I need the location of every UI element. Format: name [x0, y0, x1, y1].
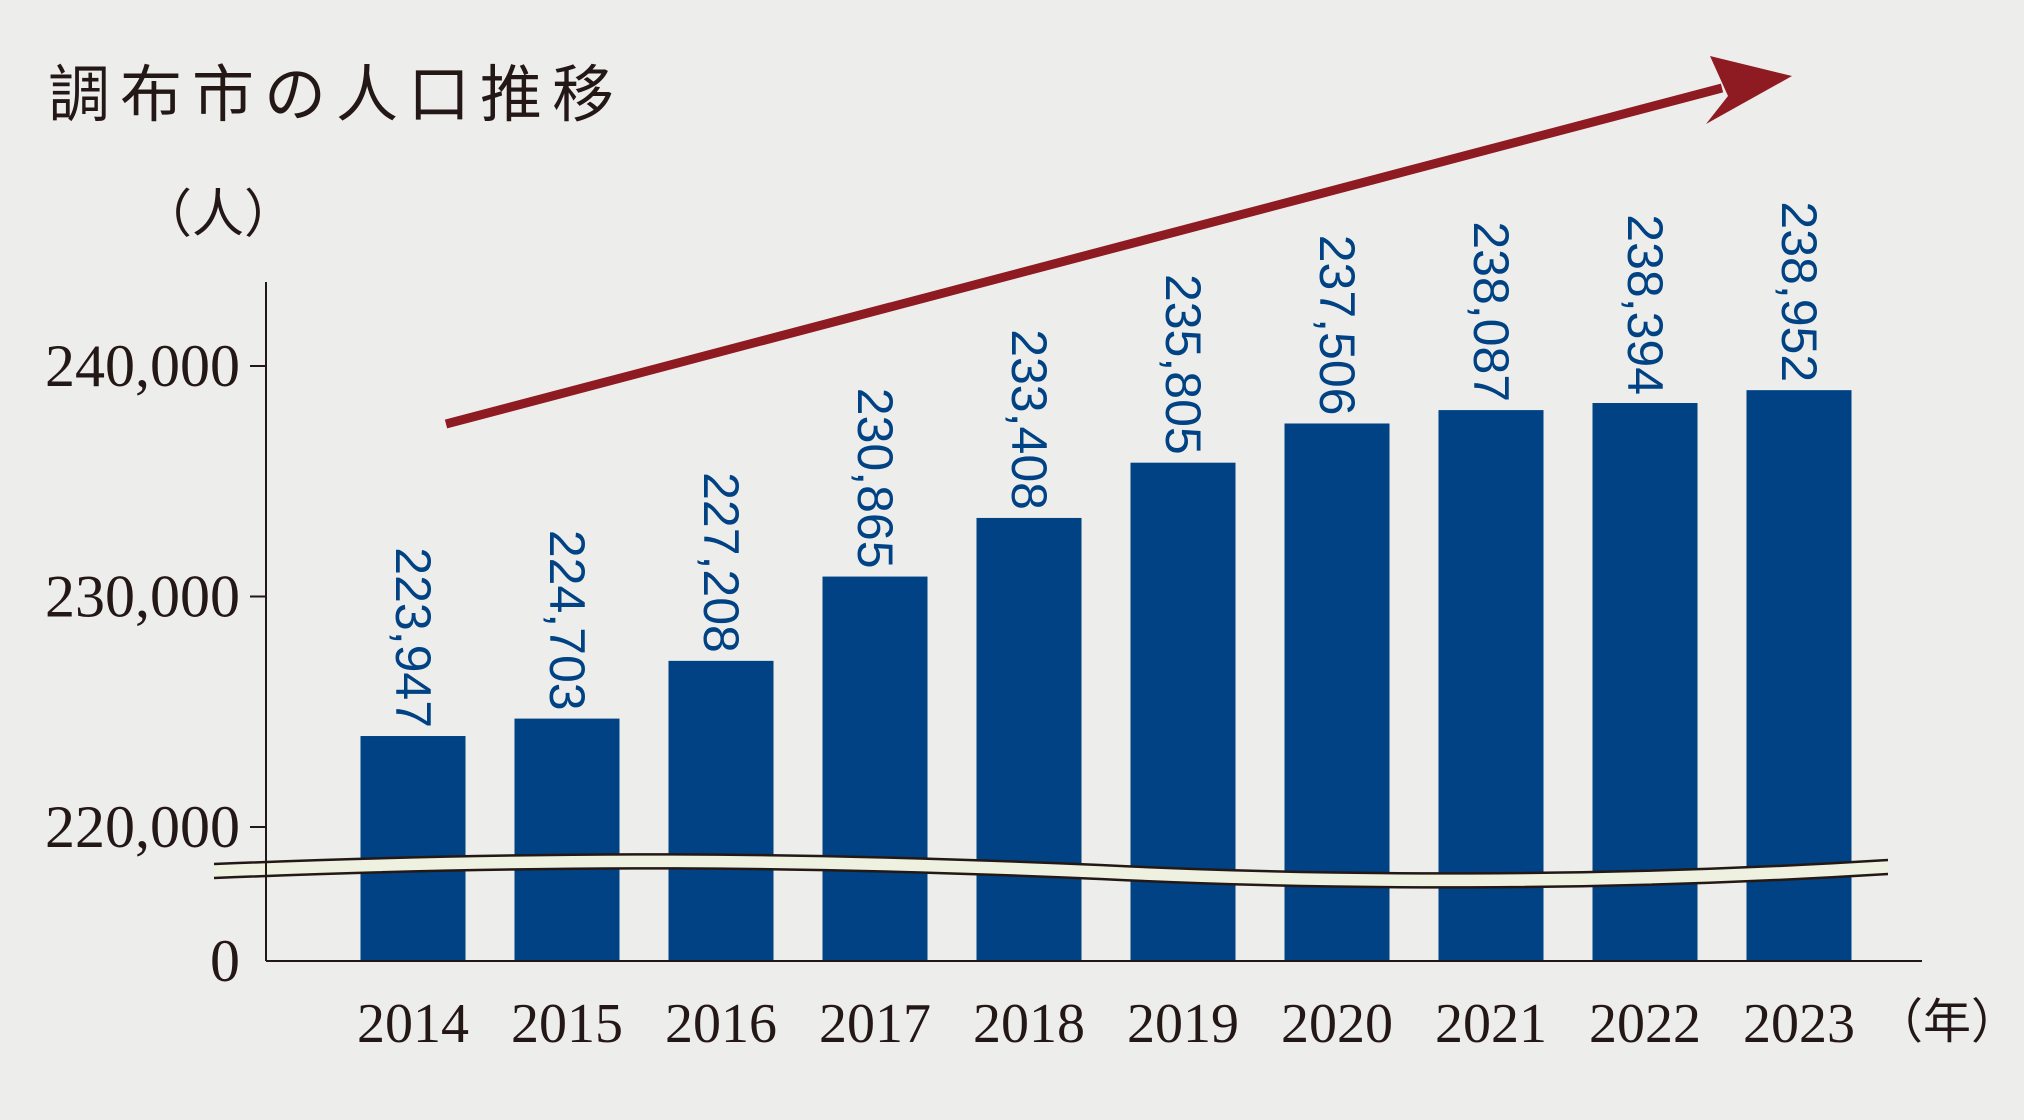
y-tick-label-0: 0 — [210, 928, 240, 994]
data-label-2019: 235,805 — [1155, 274, 1211, 455]
bar-2019 — [1130, 462, 1236, 961]
data-label-2014: 223,947 — [385, 547, 441, 728]
x-tick-label-2019: 2019 — [1127, 993, 1239, 1055]
x-tick-label-2023: 2023 — [1743, 993, 1855, 1055]
trend-arrow-head — [1706, 56, 1792, 124]
x-axis-unit-label: （年） — [1875, 994, 2019, 1050]
x-tick-label-2020: 2020 — [1281, 993, 1393, 1055]
axis-break-line-top — [213, 853, 1889, 875]
x-tick-label-2018: 2018 — [973, 993, 1085, 1055]
y-tick-label-240000: 240,000 — [45, 333, 240, 399]
data-label-2017: 230,865 — [847, 388, 903, 569]
bar-2016 — [668, 660, 774, 961]
x-tick-label-2016: 2016 — [665, 993, 777, 1055]
data-label-2015: 224,703 — [539, 530, 595, 711]
labels-layer: 223,947 2014 224,703 2015 227,208 2016 230,865… — [357, 201, 2019, 1055]
axis-break-band — [214, 854, 1888, 888]
bar-2015 — [514, 718, 620, 961]
y-axis-unit-label: （人） — [140, 185, 297, 245]
x-tick-label-2017: 2017 — [819, 993, 931, 1055]
data-label-2016: 227,208 — [693, 472, 749, 653]
y-tick-label-220000: 220,000 — [45, 794, 240, 860]
data-label-2018: 233,408 — [1001, 329, 1057, 510]
axes-layer: 0 220,000 230,000 240,000 — [45, 282, 1922, 994]
trend-arrow-shaft — [444, 83, 1724, 429]
x-tick-label-2014: 2014 — [357, 993, 469, 1055]
data-label-2023: 238,952 — [1771, 201, 1827, 382]
data-label-2022: 238,394 — [1617, 214, 1673, 395]
trend-arrow-layer — [444, 56, 1792, 429]
chart-title: 調布市の人口推移 — [48, 58, 625, 131]
x-tick-label-2022: 2022 — [1589, 993, 1701, 1055]
bar-2018 — [976, 517, 1082, 961]
data-label-2020: 237,506 — [1309, 235, 1365, 416]
data-label-2021: 238,087 — [1463, 221, 1519, 402]
y-tick-label-230000: 230,000 — [45, 564, 240, 630]
bar-2022 — [1592, 403, 1698, 961]
bar-2017 — [822, 576, 928, 961]
bar-2021 — [1438, 410, 1544, 962]
x-tick-label-2021: 2021 — [1435, 993, 1547, 1055]
axis-break-line-bottom — [213, 867, 1889, 889]
bar-2014 — [360, 736, 466, 961]
x-tick-label-2015: 2015 — [511, 993, 623, 1055]
axis-break-layer — [213, 853, 1889, 889]
